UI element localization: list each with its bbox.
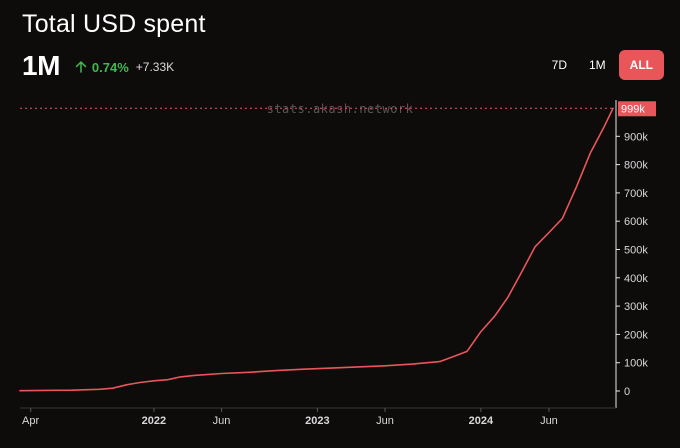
y-tick-label: 300k	[624, 301, 648, 313]
x-tick-label: Apr	[22, 415, 39, 427]
x-tick-label: Jun	[376, 415, 394, 427]
range-button-7d[interactable]: 7D	[551, 58, 567, 72]
time-range-selector: 7D 1M ALL	[539, 50, 664, 80]
change-indicator: 0.74% +7.33K	[74, 60, 174, 75]
watermark: stats.akash.network	[267, 102, 414, 116]
y-tick-label: 900k	[624, 131, 648, 143]
arrow-up-icon	[75, 61, 87, 73]
x-tick-label: Jun	[213, 415, 231, 427]
y-tick-label: 600k	[624, 216, 648, 228]
y-tick-label: 700k	[624, 188, 648, 200]
y-tick-label: 0	[624, 386, 630, 398]
y-tick-label: 400k	[624, 273, 648, 285]
y-tick-label: 500k	[624, 245, 648, 257]
stat-row: 1M 0.74% +7.33K	[22, 50, 174, 82]
range-button-1m[interactable]: 1M	[589, 58, 606, 72]
x-tick-label: Jun	[540, 415, 558, 427]
y-tick-label: 800k	[624, 160, 648, 172]
chart-title: Total USD spent	[22, 10, 206, 38]
current-value-badge-label: 999k	[621, 103, 645, 115]
change-absolute: +7.33K	[135, 60, 175, 74]
y-tick-label: 100k	[624, 358, 648, 370]
x-tick-label: 2024	[469, 415, 494, 427]
current-value-badge	[618, 101, 656, 117]
current-total-value: 1M	[22, 50, 60, 81]
y-tick-label: 200k	[624, 329, 648, 341]
series-line	[19, 107, 614, 392]
x-tick-label: 2022	[142, 415, 166, 427]
range-button-all[interactable]: ALL	[618, 50, 664, 80]
x-tick-label: 2023	[305, 415, 329, 427]
change-percent: 0.74%	[91, 59, 129, 75]
